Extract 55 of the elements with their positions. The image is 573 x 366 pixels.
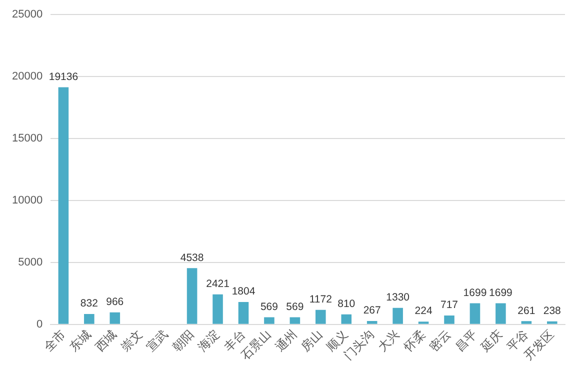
bar <box>392 308 403 324</box>
bar <box>110 312 120 324</box>
data-label: 1699 <box>463 286 487 299</box>
bar <box>264 317 274 324</box>
y-tick-label: 20000 <box>12 70 43 83</box>
data-label: 569 <box>260 300 278 313</box>
x-tick-label: 宣武 <box>144 327 171 354</box>
bar <box>290 317 300 324</box>
x-tick-label: 房山 <box>298 327 326 354</box>
data-label: 717 <box>440 299 458 312</box>
data-label: 267 <box>363 304 382 317</box>
bar <box>58 87 69 324</box>
x-tick-label: 西城 <box>92 327 120 354</box>
data-label: 1699 <box>489 286 513 299</box>
data-label: 569 <box>286 300 304 313</box>
bar <box>238 302 249 324</box>
data-label: 19136 <box>48 70 78 83</box>
data-label: 1330 <box>386 292 410 304</box>
data-label: 224 <box>414 305 432 318</box>
x-tick-label: 崇文 <box>118 327 146 354</box>
x-tick-label: 密云 <box>426 327 454 354</box>
bar <box>470 303 480 324</box>
x-tick-label: 延庆 <box>478 327 506 355</box>
data-label: 1172 <box>309 293 332 306</box>
bar <box>546 321 558 324</box>
bar <box>84 314 94 324</box>
data-label: 2421 <box>206 278 230 290</box>
y-tick-label: 10000 <box>12 194 43 206</box>
data-label: 1804 <box>232 286 256 298</box>
x-tick-label: 朝阳 <box>170 327 197 354</box>
data-label: 261 <box>518 304 536 317</box>
y-tick-label: 25000 <box>12 8 43 21</box>
data-label: 832 <box>80 298 98 310</box>
data-label: 810 <box>338 298 356 310</box>
bar <box>366 321 378 324</box>
y-tick-label: 0 <box>36 318 43 330</box>
bar <box>186 268 198 324</box>
bar <box>316 310 326 324</box>
x-tick-label: 全市 <box>41 327 68 354</box>
data-label: 4538 <box>180 252 204 264</box>
bar <box>521 321 532 324</box>
x-tick-label: 通州 <box>272 327 300 354</box>
x-tick-label: 海淀 <box>195 327 222 354</box>
bar <box>444 315 454 324</box>
x-tick-label: 昌平 <box>452 327 480 354</box>
x-tick-label: 怀柔 <box>400 327 428 355</box>
bar <box>496 303 506 324</box>
x-tick-label: 东城 <box>66 327 94 354</box>
data-label: 966 <box>106 296 124 308</box>
y-tick-label: 15000 <box>12 132 43 145</box>
x-tick-label: 大兴 <box>375 327 402 354</box>
data-label: 238 <box>543 305 562 318</box>
y-tick-label: 5000 <box>18 256 43 268</box>
bar <box>212 294 223 324</box>
bar <box>341 314 352 324</box>
